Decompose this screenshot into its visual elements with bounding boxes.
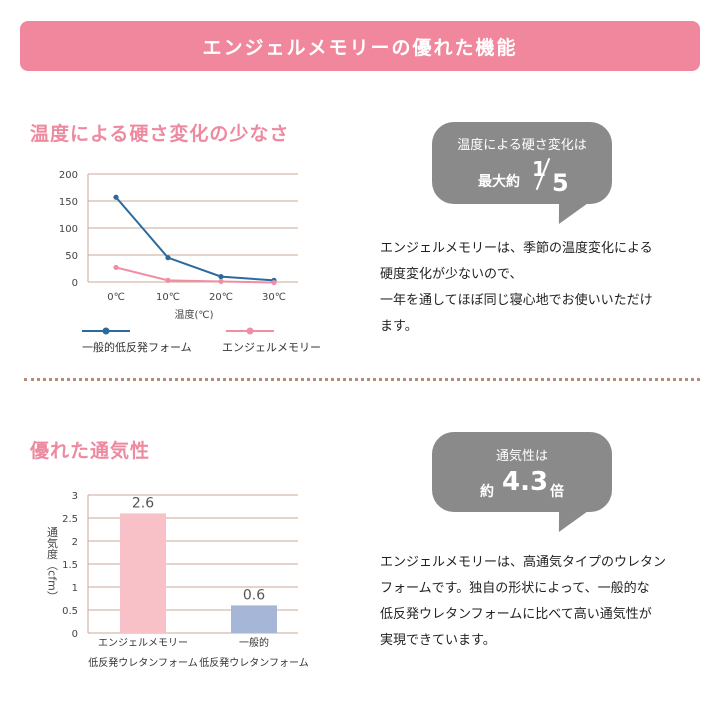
section2-description-line: 実現できています。 xyxy=(380,633,496,648)
section2-callout: 通気性は 約 4.3 倍 xyxy=(432,432,612,532)
banner-title: エンジェルメモリーの優れた機能 xyxy=(202,36,518,59)
x-tick-label: 20℃ xyxy=(209,292,233,303)
x-category-label: 一般的 xyxy=(239,636,269,649)
section1-callout-denominator: 5 xyxy=(552,169,569,197)
section-divider xyxy=(24,378,700,381)
y-tick-label: 100 xyxy=(59,224,78,235)
data-point xyxy=(165,277,171,283)
section2-callout-prefix: 約 xyxy=(480,484,494,500)
section1-description-line: 一年を通してほぼ同じ寝心地でお使いいただけ xyxy=(380,293,653,308)
section2-description-line: エンジェルメモリーは、高通気タイプのウレタン xyxy=(380,555,667,570)
legend-marker xyxy=(246,327,254,335)
bar xyxy=(231,605,277,633)
y-tick-label: 1.5 xyxy=(62,560,78,571)
section1-description-line: エンジェルメモリーは、季節の温度変化による xyxy=(380,241,653,256)
x-axis-label: 温度(℃) xyxy=(174,308,213,321)
x-category-label: 低反発ウレタンフォーム xyxy=(88,656,197,669)
bar xyxy=(120,513,166,633)
section1-description-line: ます。 xyxy=(380,319,418,334)
y-axis-label: 通気度（cfm） xyxy=(46,526,59,602)
series-line xyxy=(115,266,275,284)
header-banner: エンジェルメモリーの優れた機能 xyxy=(20,21,700,71)
y-tick-label: 3 xyxy=(72,491,78,502)
y-tick-label: 150 xyxy=(59,197,78,208)
section2-callout-line1: 通気性は xyxy=(495,449,548,464)
bar-value-label: 2.6 xyxy=(132,495,154,511)
data-point xyxy=(165,255,171,261)
data-point xyxy=(271,279,277,286)
y-tick-label: 200 xyxy=(59,170,78,181)
x-tick-label: 0℃ xyxy=(107,292,125,303)
bar-value-label: 0.6 xyxy=(243,587,265,603)
legend-label: エンジェルメモリー xyxy=(222,341,321,354)
data-point xyxy=(218,274,224,280)
y-tick-label: 2 xyxy=(72,537,78,548)
section2-description-line: フォームです。独自の形状によって、一般的な xyxy=(380,581,650,596)
section1-title: 温度による硬さ変化の少なさ xyxy=(30,123,290,145)
x-category-label: 低反発ウレタンフォーム xyxy=(199,656,308,669)
legend-marker xyxy=(102,327,110,335)
section1-callout-prefix: 最大約 xyxy=(478,174,520,190)
section2-description-line: 低反発ウレタンフォームに比べて高い通気性が xyxy=(380,607,652,622)
section1-callout: 温度による硬さ変化は 最大約 1 5 xyxy=(432,122,612,224)
y-tick-label: 50 xyxy=(65,251,78,262)
legend-label: 一般的低反発フォーム xyxy=(82,340,192,354)
y-tick-label: 0.5 xyxy=(62,606,78,617)
y-tick-label: 0 xyxy=(72,278,78,289)
y-tick-label: 1 xyxy=(72,583,78,594)
series-line xyxy=(115,196,275,282)
x-tick-label: 30℃ xyxy=(262,292,286,303)
x-category-label: エンジェルメモリー xyxy=(98,638,188,649)
data-point xyxy=(113,264,119,271)
section2-callout-suffix: 倍 xyxy=(550,484,564,500)
x-tick-label: 10℃ xyxy=(156,292,180,303)
y-tick-label: 2.5 xyxy=(62,514,78,525)
data-point xyxy=(218,278,224,285)
section2-description: エンジェルメモリーは、高通気タイプのウレタン フォームです。独自の形状によって、… xyxy=(380,550,700,654)
y-tick-label: 0 xyxy=(72,629,78,640)
section1-callout-line1: 温度による硬さ変化は xyxy=(457,138,587,153)
data-point xyxy=(113,194,119,200)
section1-description: エンジェルメモリーは、季節の温度変化による 硬度変化が少ないので、 一年を通して… xyxy=(380,236,700,340)
section2-callout-value: 4.3 xyxy=(502,467,549,497)
section2-title: 優れた通気性 xyxy=(30,440,151,462)
section1-description-line: 硬度変化が少ないので、 xyxy=(380,267,523,282)
